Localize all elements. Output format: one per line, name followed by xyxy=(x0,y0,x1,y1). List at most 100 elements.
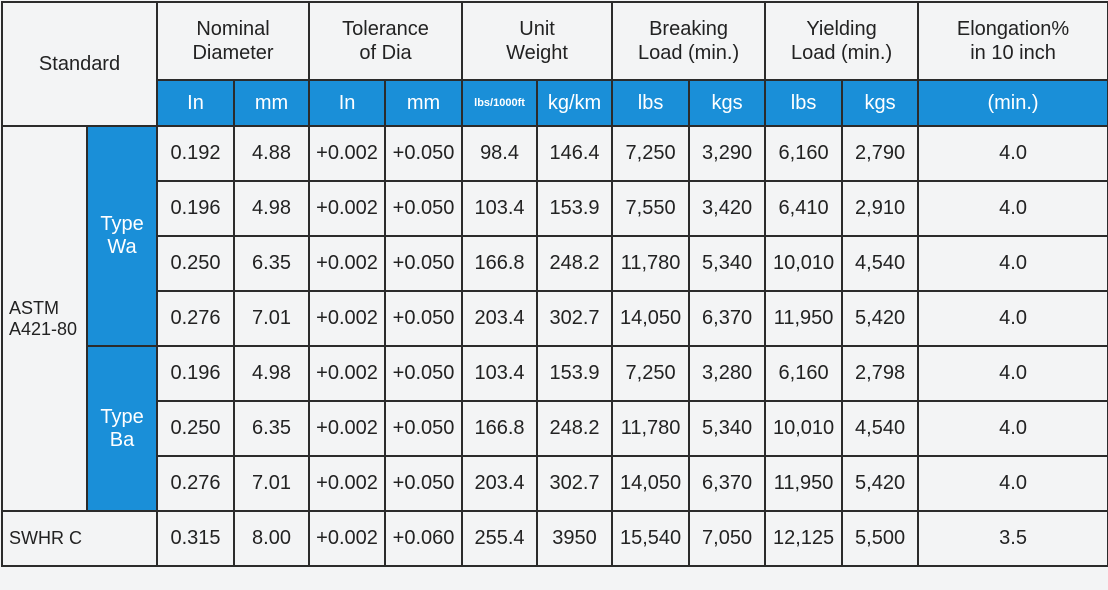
header-cell: Elongation% in 10 inch xyxy=(917,1,1108,81)
value-cell: 4.0 xyxy=(917,400,1108,457)
value-cell: 7,050 xyxy=(688,510,767,567)
value-cell: 2,790 xyxy=(841,125,920,182)
unit-cell: kgs xyxy=(688,79,767,127)
value-cell: 103.4 xyxy=(461,180,539,237)
value-cell: 5,340 xyxy=(688,235,767,292)
value-cell: 5,420 xyxy=(841,455,920,512)
header-line: Tolerance xyxy=(342,18,429,40)
unit-cell: lbs xyxy=(764,79,844,127)
value-cell: 0.196 xyxy=(156,180,236,237)
header-cell: Tolerance of Dia xyxy=(308,1,464,81)
value-cell: +0.002 xyxy=(308,125,387,182)
value-cell: 11,950 xyxy=(764,455,844,512)
value-cell: 7.01 xyxy=(233,290,311,347)
unit-cell: kg/km xyxy=(536,79,614,127)
value-cell: 103.4 xyxy=(461,345,539,402)
value-cell: 153.9 xyxy=(536,345,614,402)
header-line: Load (min.) xyxy=(637,42,740,64)
standard-cell: ASTM A421-80 xyxy=(1,125,88,512)
value-cell: 0.250 xyxy=(156,235,236,292)
header-line: Unit xyxy=(519,18,555,40)
value-cell: 2,798 xyxy=(841,345,920,402)
value-cell: 4,540 xyxy=(841,400,920,457)
value-cell: 0.315 xyxy=(156,510,236,567)
type-cell: Type Wa xyxy=(85,125,159,347)
table-row: 0.276 7.01 +0.002 +0.050 203.4 302.7 14,050 6,3… xyxy=(2,455,1108,512)
table-row: Standard Nominal Diameter Tolerance of Dia Un… xyxy=(0,1,1108,127)
standard-cell: SWHR C xyxy=(0,510,159,567)
value-cell: 10,010 xyxy=(764,400,844,457)
value-cell: 3,420 xyxy=(688,180,767,237)
header-cell: Yielding Load (min.) xyxy=(764,1,920,81)
table-row: In mm In mm lbs/1000ft kg/km lbs kgs lbs kgs (min.… xyxy=(2,79,1108,127)
spec-table: Standard Nominal Diameter Tolerance of Dia Un… xyxy=(0,1,1108,567)
value-cell: 11,950 xyxy=(764,290,844,347)
value-cell: 0.276 xyxy=(156,455,236,512)
value-cell: +0.002 xyxy=(308,345,387,402)
value-cell: +0.002 xyxy=(308,290,387,347)
value-cell: 7,250 xyxy=(611,345,691,402)
unit-cell: mm xyxy=(233,79,311,127)
value-cell: 3,280 xyxy=(688,345,767,402)
value-cell: 0.276 xyxy=(156,290,236,347)
value-cell: +0.002 xyxy=(308,510,387,567)
value-cell: 255.4 xyxy=(461,510,539,567)
header-line: Weight xyxy=(506,42,568,64)
value-cell: 4.0 xyxy=(917,180,1108,237)
value-cell: 7,250 xyxy=(611,125,691,182)
value-cell: 153.9 xyxy=(536,180,614,237)
value-cell: 6,410 xyxy=(764,180,844,237)
table-row: 0.276 7.01 +0.002 +0.050 203.4 302.7 14,050 6,3… xyxy=(2,290,1108,347)
header-cell: Unit Weight xyxy=(461,1,614,81)
header-line: Yielding xyxy=(806,18,877,40)
value-cell: 98.4 xyxy=(461,125,539,182)
value-cell: +0.050 xyxy=(384,125,464,182)
table-row: Type Ba 0.196 4.98 +0.002 +0.050 103.4 153.9 7,… xyxy=(2,345,1108,512)
value-cell: 203.4 xyxy=(461,455,539,512)
value-cell: 4.0 xyxy=(917,290,1108,347)
value-cell: 248.2 xyxy=(536,235,614,292)
unit-cell: kgs xyxy=(841,79,920,127)
value-cell: 7.01 xyxy=(233,455,311,512)
header-line: Nominal xyxy=(196,18,270,40)
header-line: of Dia xyxy=(359,42,412,64)
header-line: Breaking xyxy=(649,18,729,40)
value-cell: 14,050 xyxy=(611,290,691,347)
value-cell: 5,500 xyxy=(841,510,920,567)
value-cell: 4.88 xyxy=(233,125,311,182)
value-cell: 146.4 xyxy=(536,125,614,182)
value-cell: 302.7 xyxy=(536,290,614,347)
value-cell: 166.8 xyxy=(461,400,539,457)
value-cell: +0.050 xyxy=(384,235,464,292)
value-cell: 248.2 xyxy=(536,400,614,457)
value-cell: 4.0 xyxy=(917,345,1108,402)
table-row: 0.196 4.98 +0.002 +0.050 103.4 153.9 7,550 3,42… xyxy=(2,180,1108,237)
value-cell: +0.050 xyxy=(384,180,464,237)
value-cell: 2,910 xyxy=(841,180,920,237)
value-cell: 6,160 xyxy=(764,345,844,402)
table-row: SWHR C 0.315 8.00 +0.002 +0.060 255.4 3950 15,5… xyxy=(0,510,1108,567)
value-cell: 14,050 xyxy=(611,455,691,512)
value-cell: 7,550 xyxy=(611,180,691,237)
unit-cell: mm xyxy=(384,79,464,127)
value-cell: 8.00 xyxy=(233,510,311,567)
value-cell: 11,780 xyxy=(611,400,691,457)
unit-cell: (min.) xyxy=(917,79,1108,127)
value-cell: 0.196 xyxy=(156,345,236,402)
header-cell: Nominal Diameter xyxy=(156,1,311,81)
value-cell: 6,370 xyxy=(688,455,767,512)
table-row: 0.250 6.35 +0.002 +0.050 166.8 248.2 11,780 5,3… xyxy=(2,235,1108,292)
table-row: ASTM A421-80 Type Wa 0.192 4.88 +0.002 +0.050… xyxy=(1,125,1108,512)
header-line: Diameter xyxy=(192,42,274,64)
value-cell: +0.002 xyxy=(308,180,387,237)
value-cell: +0.050 xyxy=(384,455,464,512)
value-cell: 15,540 xyxy=(611,510,691,567)
value-cell: 4,540 xyxy=(841,235,920,292)
value-cell: 11,780 xyxy=(611,235,691,292)
value-cell: 3950 xyxy=(536,510,614,567)
type-cell: Type Ba xyxy=(85,345,159,512)
unit-cell: In xyxy=(156,79,236,127)
value-cell: 4.98 xyxy=(233,345,311,402)
header-line: Load (min.) xyxy=(790,42,893,64)
